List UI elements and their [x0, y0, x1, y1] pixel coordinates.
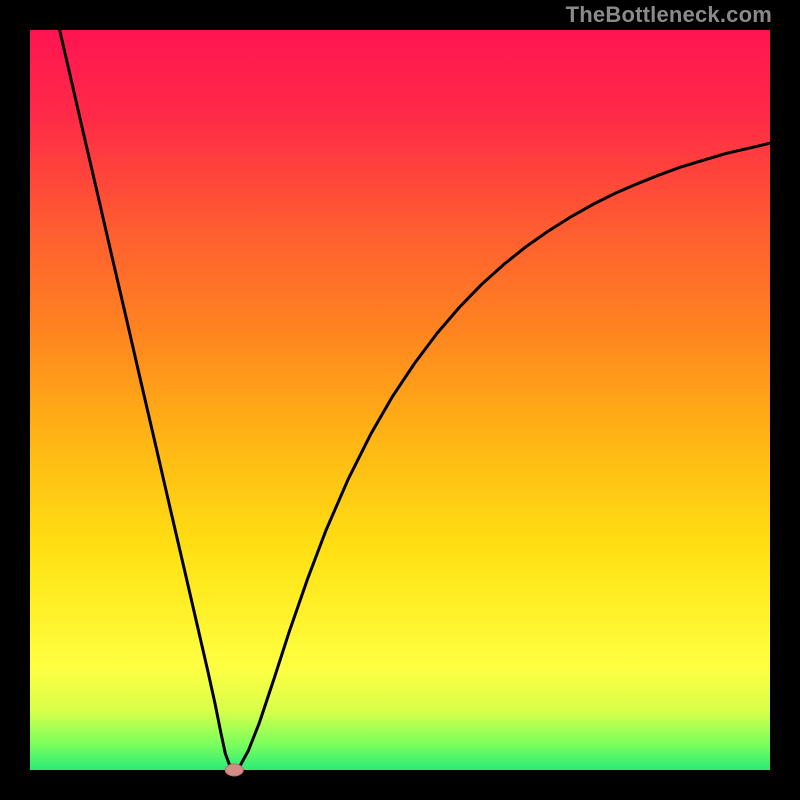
- chart-svg: [0, 0, 800, 800]
- watermark-label: TheBottleneck.com: [566, 2, 772, 28]
- bottleneck-chart: TheBottleneck.com: [0, 0, 800, 800]
- optimal-point-marker: [225, 764, 243, 776]
- plot-background: [30, 30, 770, 770]
